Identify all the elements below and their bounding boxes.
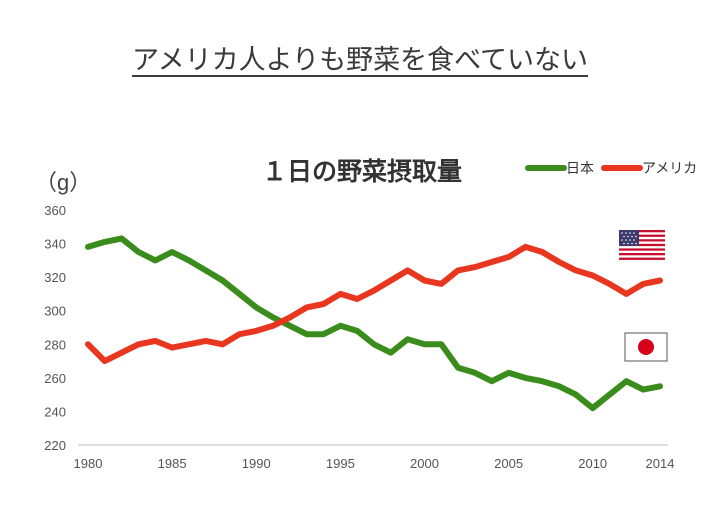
slide-title: アメリカ人よりも野菜を食べていない [131, 45, 589, 76]
legend-label: アメリカ [642, 161, 697, 177]
series-line-usa [85, 243, 663, 365]
y-axis-unit-label: （g） [35, 170, 91, 195]
x-axis-ticks: 1980 1985 1990 1995 2000 2005 2010 2014 [74, 456, 675, 471]
chart-title: １日の野菜摂取量 [262, 157, 462, 186]
japan-flag-icon [624, 332, 668, 362]
x-tick-label: 2005 [494, 456, 523, 471]
y-tick-label: 220 [44, 438, 66, 453]
x-tick-label: 1995 [326, 456, 355, 471]
legend-label: 日本 [566, 161, 594, 177]
y-tick-label: 320 [44, 270, 66, 285]
x-tick-label: 1985 [158, 456, 187, 471]
x-tick-label: 2014 [646, 456, 675, 471]
series-group [85, 235, 663, 412]
y-tick-label: 240 [44, 404, 66, 419]
y-tick-label: 260 [44, 371, 66, 386]
x-tick-label: 2010 [578, 456, 607, 471]
y-tick-label: 300 [44, 304, 66, 319]
usa-flag-icon [619, 230, 665, 260]
series-line-japan [85, 235, 663, 412]
y-tick-label: 360 [44, 203, 66, 218]
x-tick-label: 2000 [410, 456, 439, 471]
legend: 日本 アメリカ [525, 161, 697, 177]
x-tick-label: 1990 [242, 456, 271, 471]
y-tick-label: 280 [44, 337, 66, 352]
y-axis-ticks: 220 240 260 280 300 320 340 360 [44, 203, 66, 453]
x-tick-label: 1980 [74, 456, 103, 471]
y-tick-label: 340 [44, 237, 66, 252]
